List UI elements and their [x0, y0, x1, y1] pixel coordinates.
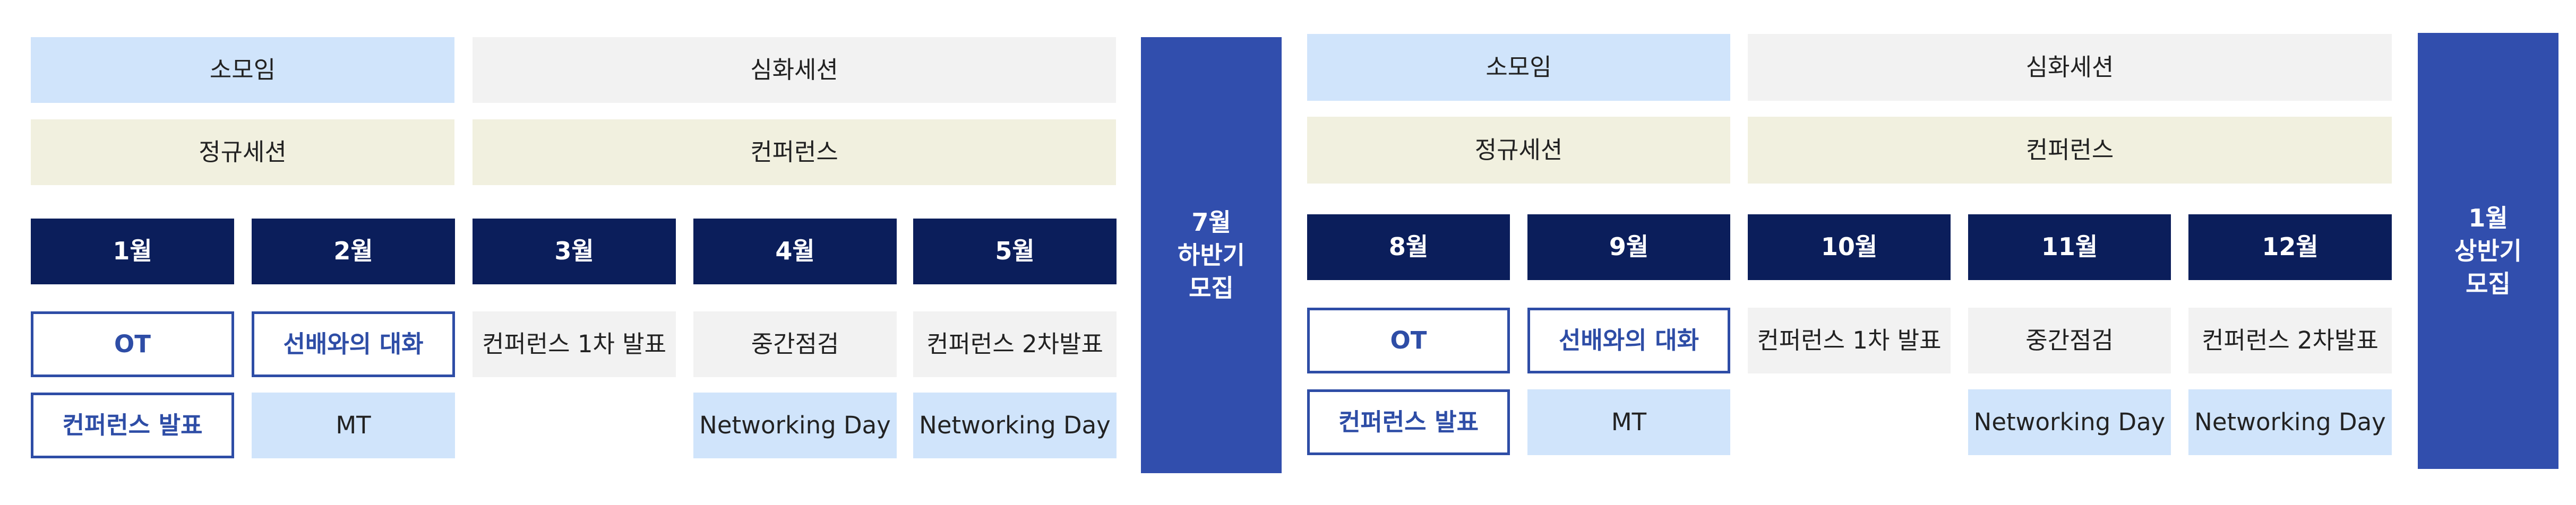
event-ot: OT: [31, 311, 234, 377]
event-networking-day: Networking Day: [913, 393, 1117, 458]
category-advanced-session: 심화세션: [1748, 34, 2392, 101]
month-header: 12월: [2188, 214, 2392, 280]
category-regular-session: 정규세션: [31, 119, 454, 185]
category-conference: 컨퍼런스: [1748, 117, 2392, 184]
month-header: 2월: [252, 219, 455, 284]
event-conference-second: 컨퍼런스 2차발표: [2188, 308, 2392, 373]
event-networking-day: Networking Day: [693, 393, 897, 458]
event-senior-talk: 선배와의 대화: [252, 311, 455, 377]
event-ot: OT: [1307, 308, 1510, 373]
event-networking-day: Networking Day: [2188, 389, 2392, 455]
event-mt: MT: [252, 393, 455, 458]
month-header: 5월: [913, 219, 1117, 284]
category-advanced-session: 심화세션: [473, 37, 1116, 103]
month-header: 3월: [473, 219, 676, 284]
category-conference: 컨퍼런스: [473, 119, 1116, 185]
event-senior-talk: 선배와의 대화: [1527, 308, 1730, 373]
event-midterm-check: 중간점검: [1968, 308, 2171, 373]
recruit-second-half: 7월 하반기 모집: [1141, 37, 1282, 473]
recruit-first-half: 1월 상반기 모집: [2418, 33, 2558, 469]
event-conference-presentation: 컨퍼런스 발표: [31, 393, 234, 458]
event-conference-presentation: 컨퍼런스 발표: [1307, 389, 1510, 455]
category-regular-session: 정규세션: [1307, 117, 1730, 184]
event-mt: MT: [1527, 389, 1730, 455]
month-header: 8월: [1307, 214, 1510, 280]
month-header: 10월: [1748, 214, 1951, 280]
category-small-group: 소모임: [31, 37, 454, 103]
category-small-group: 소모임: [1307, 34, 1730, 101]
event-conference-first: 컨퍼런스 1차 발표: [473, 311, 676, 377]
month-header: 11월: [1968, 214, 2171, 280]
event-midterm-check: 중간점검: [693, 311, 897, 377]
event-conference-first: 컨퍼런스 1차 발표: [1748, 308, 1951, 373]
event-conference-second: 컨퍼런스 2차발표: [913, 311, 1117, 377]
month-header: 9월: [1527, 214, 1730, 280]
month-header: 1월: [31, 219, 234, 284]
event-networking-day: Networking Day: [1968, 389, 2171, 455]
month-header: 4월: [693, 219, 897, 284]
